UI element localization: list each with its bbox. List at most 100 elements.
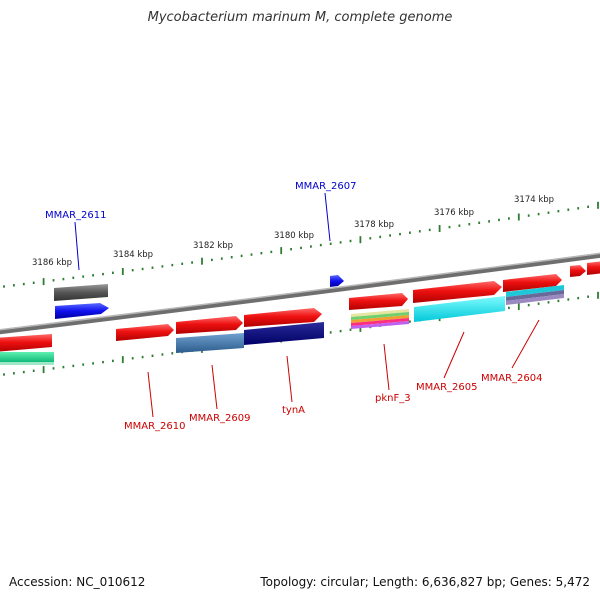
label-mmar-2607: MMAR_2607 [295,181,357,192]
tick-mark [379,235,382,239]
tick-mark [92,274,94,277]
tick-mark [399,232,401,236]
gene-mmar-2611-gray[interactable] [54,284,108,301]
tick-mark [42,278,45,286]
tick-label-3180: 3180 kbp [274,231,314,241]
tick-label-3184: 3184 kbp [113,250,153,260]
tick-mark [131,357,134,360]
tick-mark [329,242,332,245]
tick-mark [171,263,174,267]
gene-right-edge-b[interactable] [587,261,600,275]
tick-mark [22,282,25,286]
tick-mark [508,217,510,220]
gene-mmar-2609[interactable] [176,316,243,334]
tick-label-3186: 3186 kbp [32,258,72,268]
label-mmar-2605: MMAR_2605 [416,382,478,393]
tick-mark [547,211,550,214]
gene-mmar-2609-band[interactable] [176,333,244,353]
tick-mark [389,234,391,237]
tick-mark [230,256,233,259]
tick-mark [369,237,372,240]
tick-mark [587,295,589,298]
label-mmar-2609: MMAR_2609 [189,413,251,424]
gene-mmar-2605[interactable] [413,281,502,303]
tick-mark [359,236,362,244]
tick-row-outer [3,201,599,288]
tick-mark [557,299,560,303]
gene-mmar-2605-band[interactable] [414,296,505,322]
tick-mark [260,252,263,255]
tick-label-3176: 3176 kbp [434,208,474,218]
gene-mmar-2604[interactable] [503,274,562,292]
tick-mark [428,228,431,232]
gene-pknf-3[interactable] [349,293,408,310]
tick-mark [141,267,144,271]
tick-mark [102,360,104,364]
gene-pknf-3-stack[interactable] [351,309,409,329]
tick-mark [211,258,213,262]
label-mmar-2610: MMAR_2610 [124,421,186,432]
tick-label-3178: 3178 kbp [354,220,394,230]
tick-mark [587,205,589,208]
tick-mark [22,370,25,374]
label-mmar-2611: MMAR_2611 [45,210,107,221]
tick-mark [310,245,312,248]
gene-mmar-2604-stack[interactable] [506,285,564,305]
tick-mark [300,246,302,250]
tick-mark [319,243,322,247]
tick-mark [250,253,253,256]
tick-mark [112,359,114,363]
tick-mark [52,279,55,282]
tick-mark [329,331,332,334]
tick-mark [527,214,530,217]
gene-mmar-2607[interactable] [330,275,344,287]
tick-mark [3,285,5,288]
tick-mark [3,373,5,376]
gene-tyna[interactable] [244,308,322,327]
tick-mark [418,230,421,233]
tick-mark [121,356,124,364]
tick-mark [42,366,45,374]
tick-mark [448,225,451,229]
tick-mark [409,320,411,323]
tick-mark [32,369,35,372]
tick-mark [92,362,94,365]
tick-label-3182: 3182 kbp [193,241,233,251]
tick-mark [409,231,411,234]
tick-mark [121,268,124,275]
tick-mark [201,257,203,265]
label-mmar-2604: MMAR_2604 [481,373,543,384]
tick-mark [72,276,75,279]
tick-mark [577,207,580,210]
tick-mark [458,224,461,227]
tick-mark [567,298,570,301]
tick-mark [349,328,352,331]
tick-mark [557,210,560,213]
tick-mark [488,220,490,223]
gene-left-edge-teal-stripe [0,362,54,365]
gene-tyna-band[interactable] [244,322,324,345]
tick-mark [517,213,520,221]
tick-mark [82,363,85,366]
genome-backbone-highlight [0,252,600,331]
tick-mark [290,248,292,251]
genome-backbone [0,252,600,335]
tick-mark [517,303,520,310]
tick-mark [102,272,104,276]
tick-mark [498,218,500,222]
label-tyna: tynA [282,405,305,416]
map-title: Mycobacterium marinum M, complete genome [147,10,453,25]
gene-mmar-2610[interactable] [116,324,174,341]
tick-mark [151,354,154,357]
gene-left-edge-teal[interactable] [0,352,54,364]
tick-mark [597,201,599,209]
gene-left-edge[interactable] [0,334,52,352]
tick-mark [438,225,441,232]
tick-mark [359,324,362,332]
tick-mark [547,301,550,304]
gene-mmar-2611[interactable] [55,303,109,319]
gene-right-edge-a[interactable] [570,265,586,277]
accession-text: Accession: NC_010612 [9,575,146,589]
